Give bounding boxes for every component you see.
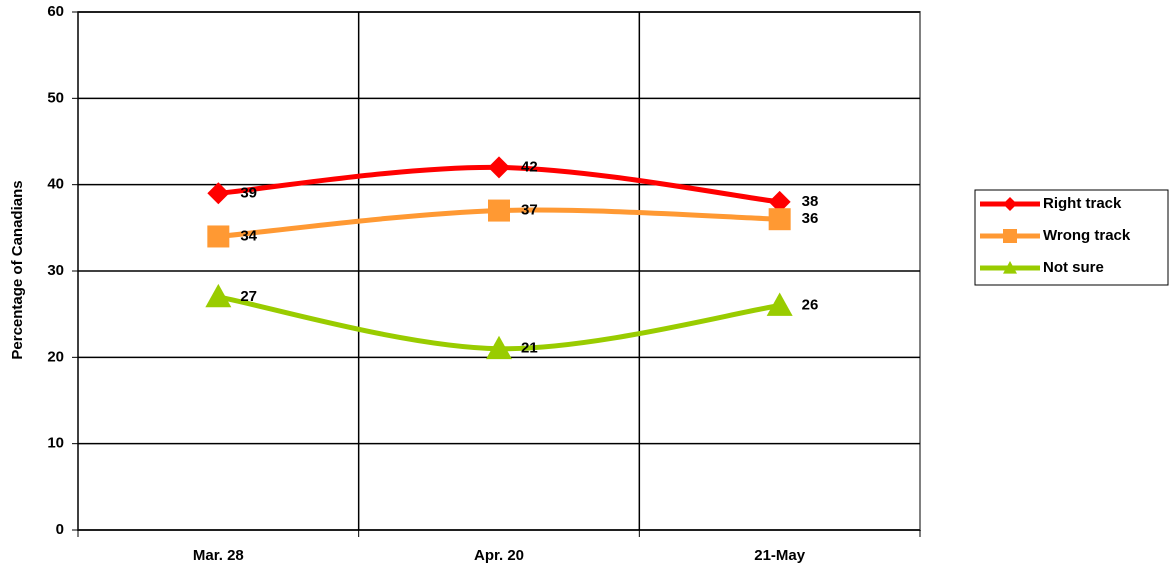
- marker-diamond: [488, 156, 510, 179]
- data-label: 27: [240, 288, 257, 305]
- x-tick-label: Apr. 20: [474, 547, 524, 564]
- y-tick-label: 50: [47, 89, 64, 106]
- data-label: 36: [802, 210, 819, 227]
- y-axis-label: Percentage of Canadians: [9, 180, 26, 359]
- marker-diamond: [1003, 197, 1017, 211]
- y-tick-label: 30: [47, 262, 64, 279]
- data-label: 37: [521, 202, 538, 219]
- data-label: 38: [802, 193, 819, 210]
- y-tick-label: 20: [47, 348, 64, 365]
- marker-diamond: [207, 182, 230, 205]
- marker-square: [488, 199, 510, 222]
- x-tick-label: Mar. 28: [193, 547, 244, 564]
- marker-square: [207, 225, 230, 248]
- data-label: 39: [240, 184, 257, 201]
- marker-square: [1003, 229, 1017, 243]
- marker-square: [768, 208, 791, 231]
- legend-label: Right track: [1043, 195, 1122, 212]
- data-label: 21: [521, 340, 538, 357]
- data-label: 26: [802, 297, 819, 314]
- y-tick-label: 40: [47, 176, 64, 193]
- marker-triangle: [486, 335, 512, 360]
- data-label: 34: [240, 227, 257, 244]
- legend-label: Wrong track: [1043, 227, 1131, 244]
- y-tick-label: 10: [47, 435, 64, 452]
- marker-triangle: [1003, 261, 1017, 274]
- data-label: 42: [521, 158, 538, 175]
- legend-label: Not sure: [1043, 259, 1104, 276]
- marker-triangle: [766, 292, 793, 316]
- marker-triangle: [205, 283, 232, 308]
- y-tick-label: 60: [47, 3, 64, 20]
- y-tick-label: 0: [56, 521, 64, 538]
- x-tick-label: 21-May: [754, 547, 806, 564]
- marker-diamond: [768, 190, 791, 213]
